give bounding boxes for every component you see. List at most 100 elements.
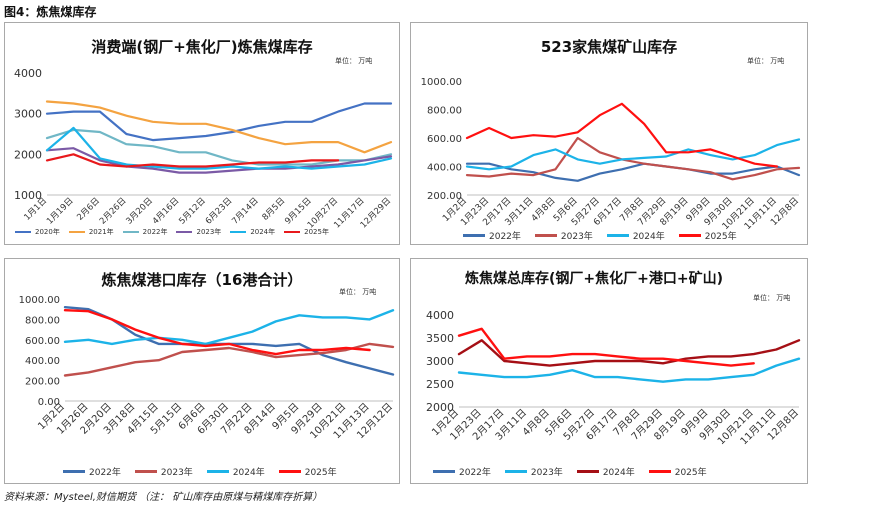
unit-label: 单位： 万吨 bbox=[335, 57, 373, 65]
unit-label: 单位： 万吨 bbox=[753, 294, 791, 302]
legend-item: 2023年 bbox=[534, 229, 593, 242]
y-tick-label: 4000 bbox=[14, 67, 42, 80]
unit-label: 单位： 万吨 bbox=[747, 57, 785, 65]
source-note: 资料来源：Mysteel,财信期货 （注： 矿山库存由原煤与精煤库存折算） bbox=[4, 492, 323, 503]
y-tick-label: 2000 bbox=[14, 148, 42, 161]
series-line-2023年 bbox=[45, 147, 393, 174]
y-tick-label: 1000.00 bbox=[19, 295, 60, 306]
y-tick-label: 1000 bbox=[14, 189, 42, 202]
y-tick-label: 400.00 bbox=[427, 163, 462, 174]
series-line-2025年 bbox=[45, 153, 340, 168]
chart-title: 炼焦煤总库存(钢厂+焦化厂+港口+矿山) bbox=[465, 271, 723, 287]
legend-label: 2025年 bbox=[304, 228, 329, 236]
y-tick-label: 2000 bbox=[426, 401, 454, 414]
series-line-2020年 bbox=[45, 102, 393, 142]
legend-item: 2023年 bbox=[176, 227, 221, 237]
legend-item: 2024年 bbox=[206, 465, 265, 478]
legend-swatch bbox=[678, 234, 701, 237]
legend-swatch bbox=[63, 470, 85, 473]
x-tick-label: 1月19日 bbox=[45, 196, 76, 227]
legend-swatch bbox=[278, 470, 301, 473]
legend-label: 2023年 bbox=[196, 228, 222, 236]
legend-label: 2022年 bbox=[89, 468, 121, 478]
series-line-2024年 bbox=[63, 309, 395, 346]
chart-plot: 0.00200.00400.00600.00800.001000.001月2日1… bbox=[19, 295, 395, 441]
legend-swatch bbox=[176, 231, 193, 233]
legend-item: 2025年 bbox=[648, 465, 707, 478]
y-tick-label: 3500 bbox=[426, 332, 454, 345]
legend-label: 2023年 bbox=[560, 232, 593, 242]
legend-label: 2024年 bbox=[232, 468, 265, 478]
x-tick-label: 4月16日 bbox=[151, 196, 182, 227]
legend-label: 2020年 bbox=[35, 228, 60, 236]
series-line-2025年 bbox=[457, 327, 755, 367]
x-tick-label: 7月14日 bbox=[230, 196, 261, 227]
legend-swatch bbox=[134, 470, 157, 473]
legend-item: 2022年 bbox=[122, 227, 168, 237]
legend-label: 2025年 bbox=[304, 468, 337, 478]
legend-label: 2022年 bbox=[489, 232, 521, 242]
legend-swatch bbox=[230, 231, 247, 233]
panel-port-inventory: 炼焦煤港口库存（16港合计） 单位： 万吨 0.00 200.00 400.00 60… bbox=[4, 258, 400, 484]
legend-label: 2022年 bbox=[142, 228, 168, 236]
legend-swatch bbox=[534, 234, 557, 237]
legend-item: 2024年 bbox=[606, 229, 665, 242]
legend-item: 2025年 bbox=[284, 227, 329, 237]
legend-item: 2022年 bbox=[433, 465, 491, 478]
chart-plot: 200.00400.00600.00800.001000.001月2日1月23日… bbox=[421, 77, 801, 232]
y-tick-label: 400.00 bbox=[25, 356, 60, 367]
legend-swatch bbox=[68, 231, 85, 233]
y-tick-label: 600.00 bbox=[25, 336, 60, 347]
legend-label: 2023年 bbox=[530, 468, 563, 478]
chart-title: 炼焦煤港口库存（16港合计） bbox=[101, 271, 303, 289]
y-tick-label: 200.00 bbox=[427, 191, 462, 202]
legend-item: 2025年 bbox=[678, 229, 737, 242]
legend-label: 2023年 bbox=[160, 468, 193, 478]
legend-swatch bbox=[576, 470, 599, 473]
chart-legend: 2020年 2021年 2022年 2023年 2024年 2025年 bbox=[15, 227, 329, 237]
chart-legend: 2022年 2023年 2024年 2025年 bbox=[63, 465, 337, 478]
series-line-2021年 bbox=[45, 100, 393, 154]
panel-consumer-inventory: 消费端(钢厂+焦化厂)炼焦煤库存 单位： 万吨 1000 2000 3000 4000… bbox=[4, 22, 400, 245]
y-tick-label: 800.00 bbox=[427, 106, 462, 117]
legend-item: 2023年 bbox=[504, 465, 563, 478]
chart-legend: 2022年 2023年 2024年 2025年 bbox=[433, 465, 707, 478]
x-tick-label: 3月20日 bbox=[124, 196, 155, 227]
legend-swatch bbox=[122, 231, 139, 233]
y-tick-label: 200.00 bbox=[25, 377, 60, 388]
series-line-2025年 bbox=[465, 102, 778, 168]
legend-swatch bbox=[15, 231, 31, 233]
y-tick-label: 3000 bbox=[426, 355, 454, 368]
chart-title: 523家焦煤矿山库存 bbox=[540, 38, 678, 56]
legend-item: 2024年 bbox=[576, 465, 635, 478]
series-line-2025年 bbox=[63, 309, 371, 356]
panel-mine-inventory: 523家焦煤矿山库存 单位： 万吨 200.00 400.00 600.00 800.… bbox=[410, 22, 808, 245]
x-tick-label: 6月23日 bbox=[204, 196, 235, 227]
legend-item: 2020年 bbox=[15, 227, 60, 237]
series-line-2023年 bbox=[63, 342, 395, 377]
y-tick-label: 1000.00 bbox=[421, 77, 462, 88]
legend-label: 2024年 bbox=[602, 468, 635, 478]
legend-item: 2023年 bbox=[134, 465, 193, 478]
series-line-2024年 bbox=[45, 126, 393, 170]
legend-label: 2021年 bbox=[88, 228, 114, 236]
y-tick-label: 2500 bbox=[426, 378, 454, 391]
panel-total-inventory: 炼焦煤总库存(钢厂+焦化厂+港口+矿山) 单位： 万吨 2000 2500 3000… bbox=[410, 258, 808, 484]
y-tick-label: 4000 bbox=[426, 309, 454, 322]
legend-item: 2021年 bbox=[68, 227, 114, 237]
y-tick-label: 3000 bbox=[14, 108, 42, 121]
legend-label: 2022年 bbox=[459, 468, 491, 478]
legend-label: 2025年 bbox=[674, 468, 707, 478]
y-tick-label: 0.00 bbox=[38, 397, 60, 408]
legend-swatch bbox=[606, 234, 629, 237]
series-line-2023年 bbox=[457, 357, 801, 383]
legend-item: 2022年 bbox=[463, 229, 521, 242]
series-line-2023年 bbox=[465, 136, 801, 181]
legend-swatch bbox=[206, 470, 229, 473]
legend-label: 2024年 bbox=[250, 228, 276, 236]
x-tick-label: 5月12日 bbox=[177, 196, 208, 227]
series-line-2024年 bbox=[457, 339, 801, 367]
figure-label: 图4：炼焦煤库存 bbox=[4, 5, 97, 19]
legend-swatch bbox=[504, 470, 527, 473]
